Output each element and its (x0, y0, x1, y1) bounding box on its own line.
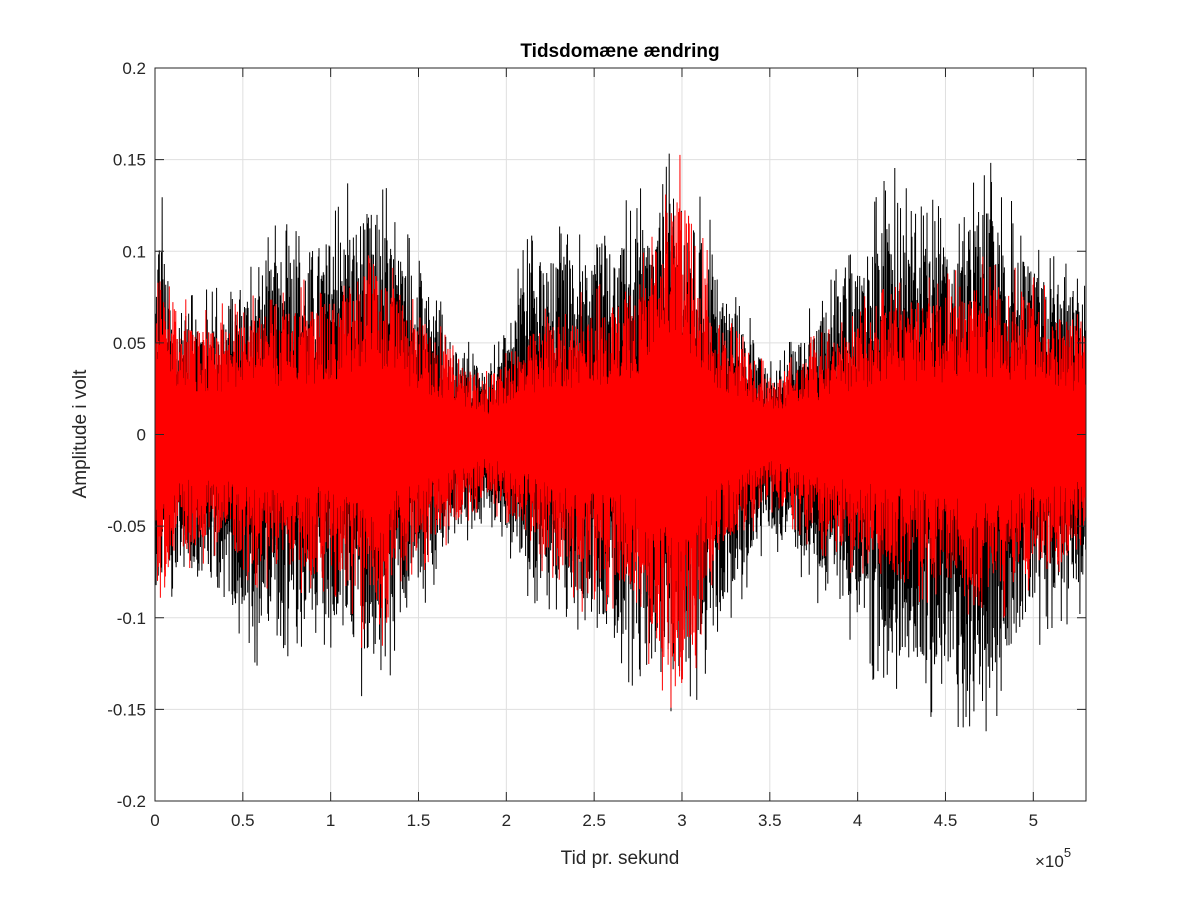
y-tick-label: -0.05 (107, 517, 146, 536)
series-group (154, 153, 1087, 732)
x-tick-label: 0.5 (231, 811, 255, 830)
ticks (154, 67, 1086, 802)
y-tick-label: 0.05 (113, 334, 146, 353)
y-tick-label: -0.1 (117, 609, 146, 628)
x-tick-label: 1.5 (407, 811, 431, 830)
x-tick-label: 1 (326, 811, 335, 830)
x-tick-label: 2.5 (582, 811, 606, 830)
x-tick-label: 4.5 (934, 811, 958, 830)
x-exponent-base: ×10 (1035, 852, 1064, 871)
chart-title: Tidsdomæne ændring (520, 41, 719, 62)
series-line-2 (154, 154, 1087, 708)
x-tick-label: 4 (853, 811, 862, 830)
x-axis-label: Tid pr. sekund (561, 848, 680, 869)
x-tick-label: 2 (502, 811, 511, 830)
y-tick-label: -0.15 (107, 700, 146, 719)
x-exponent-power: 5 (1064, 845, 1071, 860)
y-tick-label: 0.2 (122, 59, 146, 78)
y-tick-label: -0.2 (117, 792, 146, 811)
y-tick-label: 0.15 (113, 151, 146, 170)
x-tick-label: 0 (150, 811, 159, 830)
x-exponent: ×105 (1035, 845, 1071, 871)
y-tick-label: 0.1 (122, 242, 146, 261)
x-tick-label: 3 (677, 811, 686, 830)
y-axis-label: Amplitude i volt (70, 369, 91, 499)
tick-labels: 0 0.5 1 1.5 2 2.5 3 3.5 4 4.5 5 -0.2 -0.15 -0.1 -0.05 0… (107, 59, 1038, 830)
y-tick-label: 0 (137, 426, 146, 445)
x-tick-label: 3.5 (758, 811, 782, 830)
x-tick-label: 5 (1029, 811, 1038, 830)
